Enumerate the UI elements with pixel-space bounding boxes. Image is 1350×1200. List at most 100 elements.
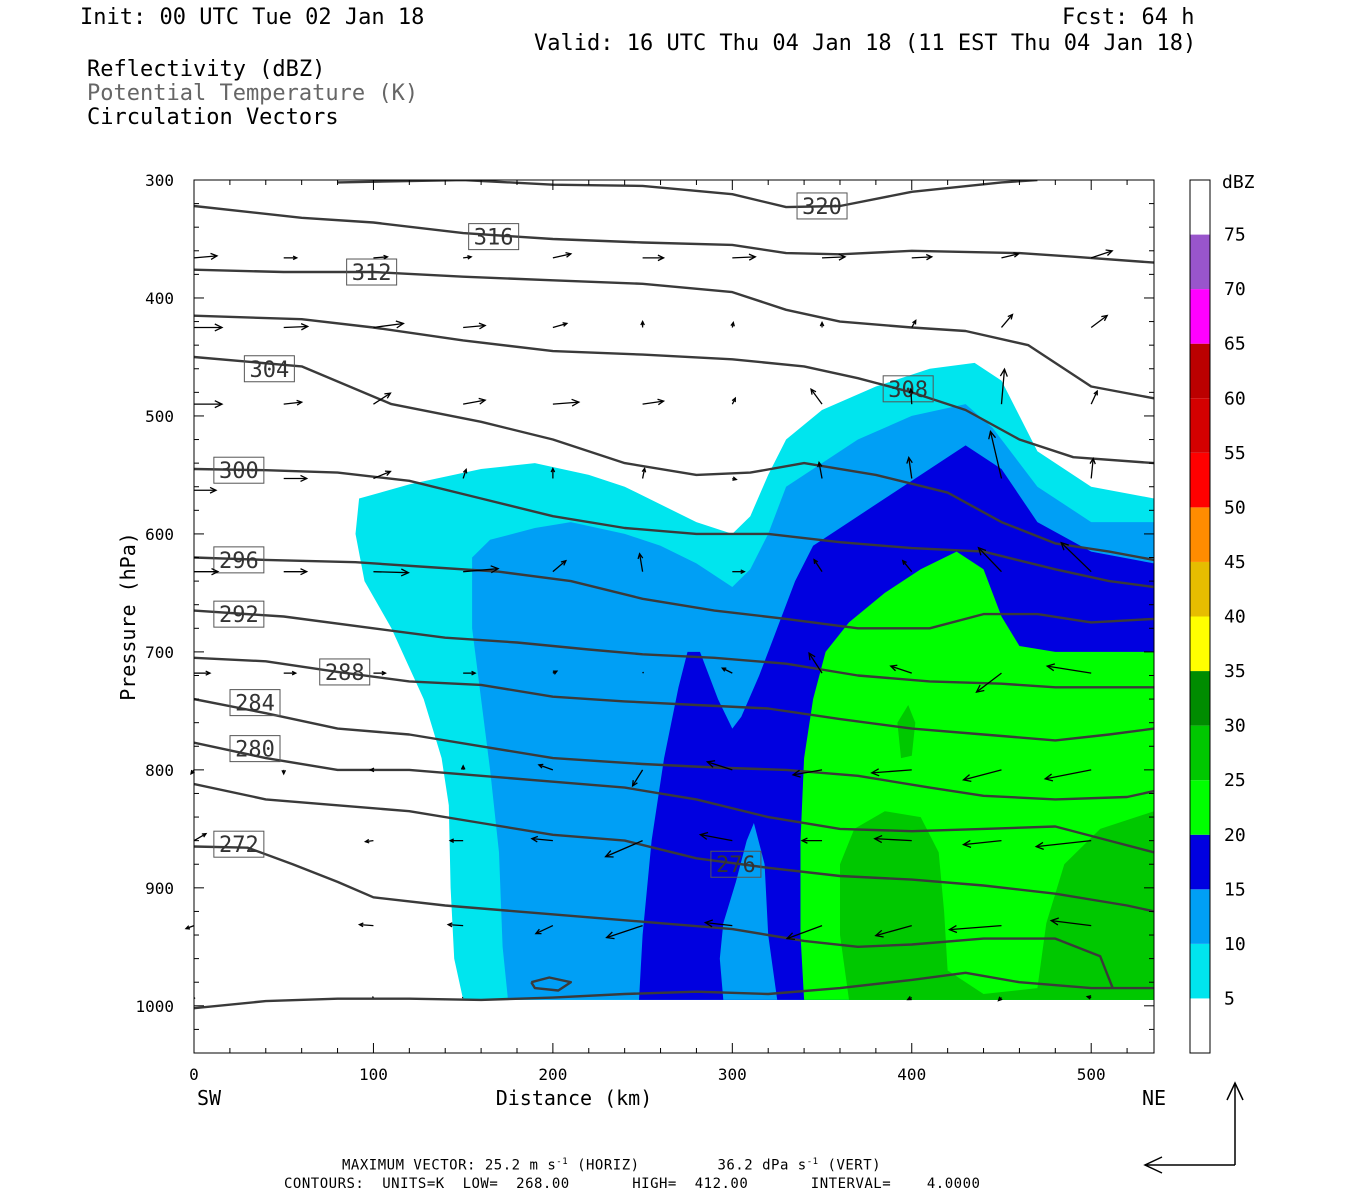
vector-shaft (732, 256, 756, 259)
vector-shaft (1090, 250, 1113, 259)
vector-shaft (371, 996, 374, 999)
circulation-vector (785, 924, 823, 940)
circulation-vector (698, 831, 733, 842)
vector-shaft (911, 256, 932, 259)
colorbar-segment (1190, 725, 1210, 781)
vector-head (901, 559, 907, 565)
circulation-vector (642, 398, 666, 406)
vector-shaft (373, 322, 404, 329)
reference-vector-arrow (1143, 1081, 1244, 1174)
vector-shaft (373, 392, 391, 405)
circulation-vector (552, 670, 559, 675)
circulation-vector (911, 319, 917, 328)
colorbar-label-55: 55 (1224, 443, 1246, 464)
max-vector-vert-tag: (VERT) (818, 1157, 882, 1174)
theta-label-316: 316 (474, 226, 514, 251)
vector-head (720, 667, 727, 672)
circulation-vector (810, 387, 823, 405)
circulation-vector (642, 254, 666, 262)
vector-head (641, 467, 647, 473)
vector-shaft (700, 834, 733, 842)
vector-head (631, 780, 638, 788)
circulation-vector (911, 253, 934, 261)
vector-shaft (875, 924, 912, 937)
vector-shaft (874, 837, 912, 842)
circulation-vector (1089, 456, 1096, 479)
circulation-vector (552, 322, 569, 329)
colorbar-label-75: 75 (1224, 225, 1246, 246)
plot-border (193, 179, 1155, 1054)
theta-label-box (229, 689, 281, 717)
x-end-label-sw: SW (197, 1086, 222, 1110)
circulation-vector (962, 769, 1002, 783)
vector-head (384, 470, 392, 477)
vector-head (730, 321, 735, 327)
vector-head (357, 922, 364, 928)
circulation-vector (813, 558, 823, 573)
vector-shaft (283, 325, 308, 329)
theta-label-box (213, 830, 265, 858)
theta-label-box (229, 735, 281, 763)
valid-time-label: Valid: 16 UTC Thu 04 Jan 18 (11 EST Thu … (534, 31, 1197, 56)
ref-arrow-vertical-head (1226, 1081, 1244, 1101)
vector-head (810, 387, 817, 395)
vector-shaft (373, 470, 391, 480)
vector-head (537, 763, 544, 769)
vector-head (838, 253, 847, 261)
colorbar: 5 10 15 20 25 30 35 40 45 50 55 60 65 70 75 dBZ (1189, 172, 1255, 1054)
vector-head (1060, 541, 1069, 551)
vector-head (383, 254, 389, 260)
circulation-vector (1000, 313, 1014, 328)
circulation-vector (460, 764, 466, 770)
vector-head (889, 664, 898, 672)
vector-head (732, 476, 738, 481)
vector-head (384, 392, 392, 399)
theta-contour-unlabeled-13 (194, 971, 1154, 1010)
vector-shaft (890, 665, 912, 674)
theta-contour-308 (194, 314, 1154, 465)
circulation-vector (631, 769, 644, 788)
vector-head (657, 398, 666, 406)
vector-shaft (908, 457, 913, 479)
vector-shaft (978, 547, 1002, 573)
vector-head (906, 995, 912, 1001)
vector-shaft (976, 672, 1002, 693)
circulation-vector (605, 924, 643, 940)
vector-head (1089, 456, 1096, 465)
theta-label-304: 304 (249, 358, 289, 383)
theta-contour-312 (194, 268, 1154, 400)
theta-contour-layer: 320 316 312 308 304 300 296 292 288 284 280 276 272 (194, 180, 1154, 1010)
circulation-vector (1090, 389, 1098, 405)
theta-label-box (468, 223, 520, 251)
circulation-vector (901, 559, 913, 573)
circulation-vector (537, 763, 554, 771)
circulation-vector (530, 835, 553, 843)
circulation-vector (975, 672, 1002, 694)
vector-head (1085, 995, 1092, 1000)
vector-shaft (538, 764, 554, 771)
circulation-vector (1001, 252, 1020, 259)
max-vector-vert-exponent: -1 (806, 1157, 819, 1167)
vector-shaft (810, 388, 823, 405)
vector-shaft (1090, 458, 1094, 479)
vector-shaft (1000, 369, 1006, 405)
vector-head (925, 253, 934, 261)
x-tick-label-500: 500 (1077, 1065, 1106, 1084)
max-vector-horiz: MAXIMUM VECTOR: 25.2 m s (342, 1157, 557, 1174)
theta-contour-272 (194, 845, 1114, 989)
vector-shaft (552, 560, 567, 573)
vector-shaft (792, 769, 823, 776)
colorbar-label-65: 65 (1224, 334, 1246, 355)
vector-head (210, 252, 219, 260)
vector-shaft (1090, 390, 1098, 405)
circulation-vector (1060, 541, 1092, 573)
vector-shaft (1045, 769, 1092, 780)
theta-label-308: 308 (888, 378, 928, 403)
vector-head (1101, 314, 1109, 322)
circulation-vector (637, 552, 644, 572)
vector-head (808, 651, 816, 661)
theta-label-320: 320 (802, 195, 842, 220)
circulation-vector (462, 468, 468, 479)
colorbar-label-15: 15 (1224, 879, 1246, 900)
